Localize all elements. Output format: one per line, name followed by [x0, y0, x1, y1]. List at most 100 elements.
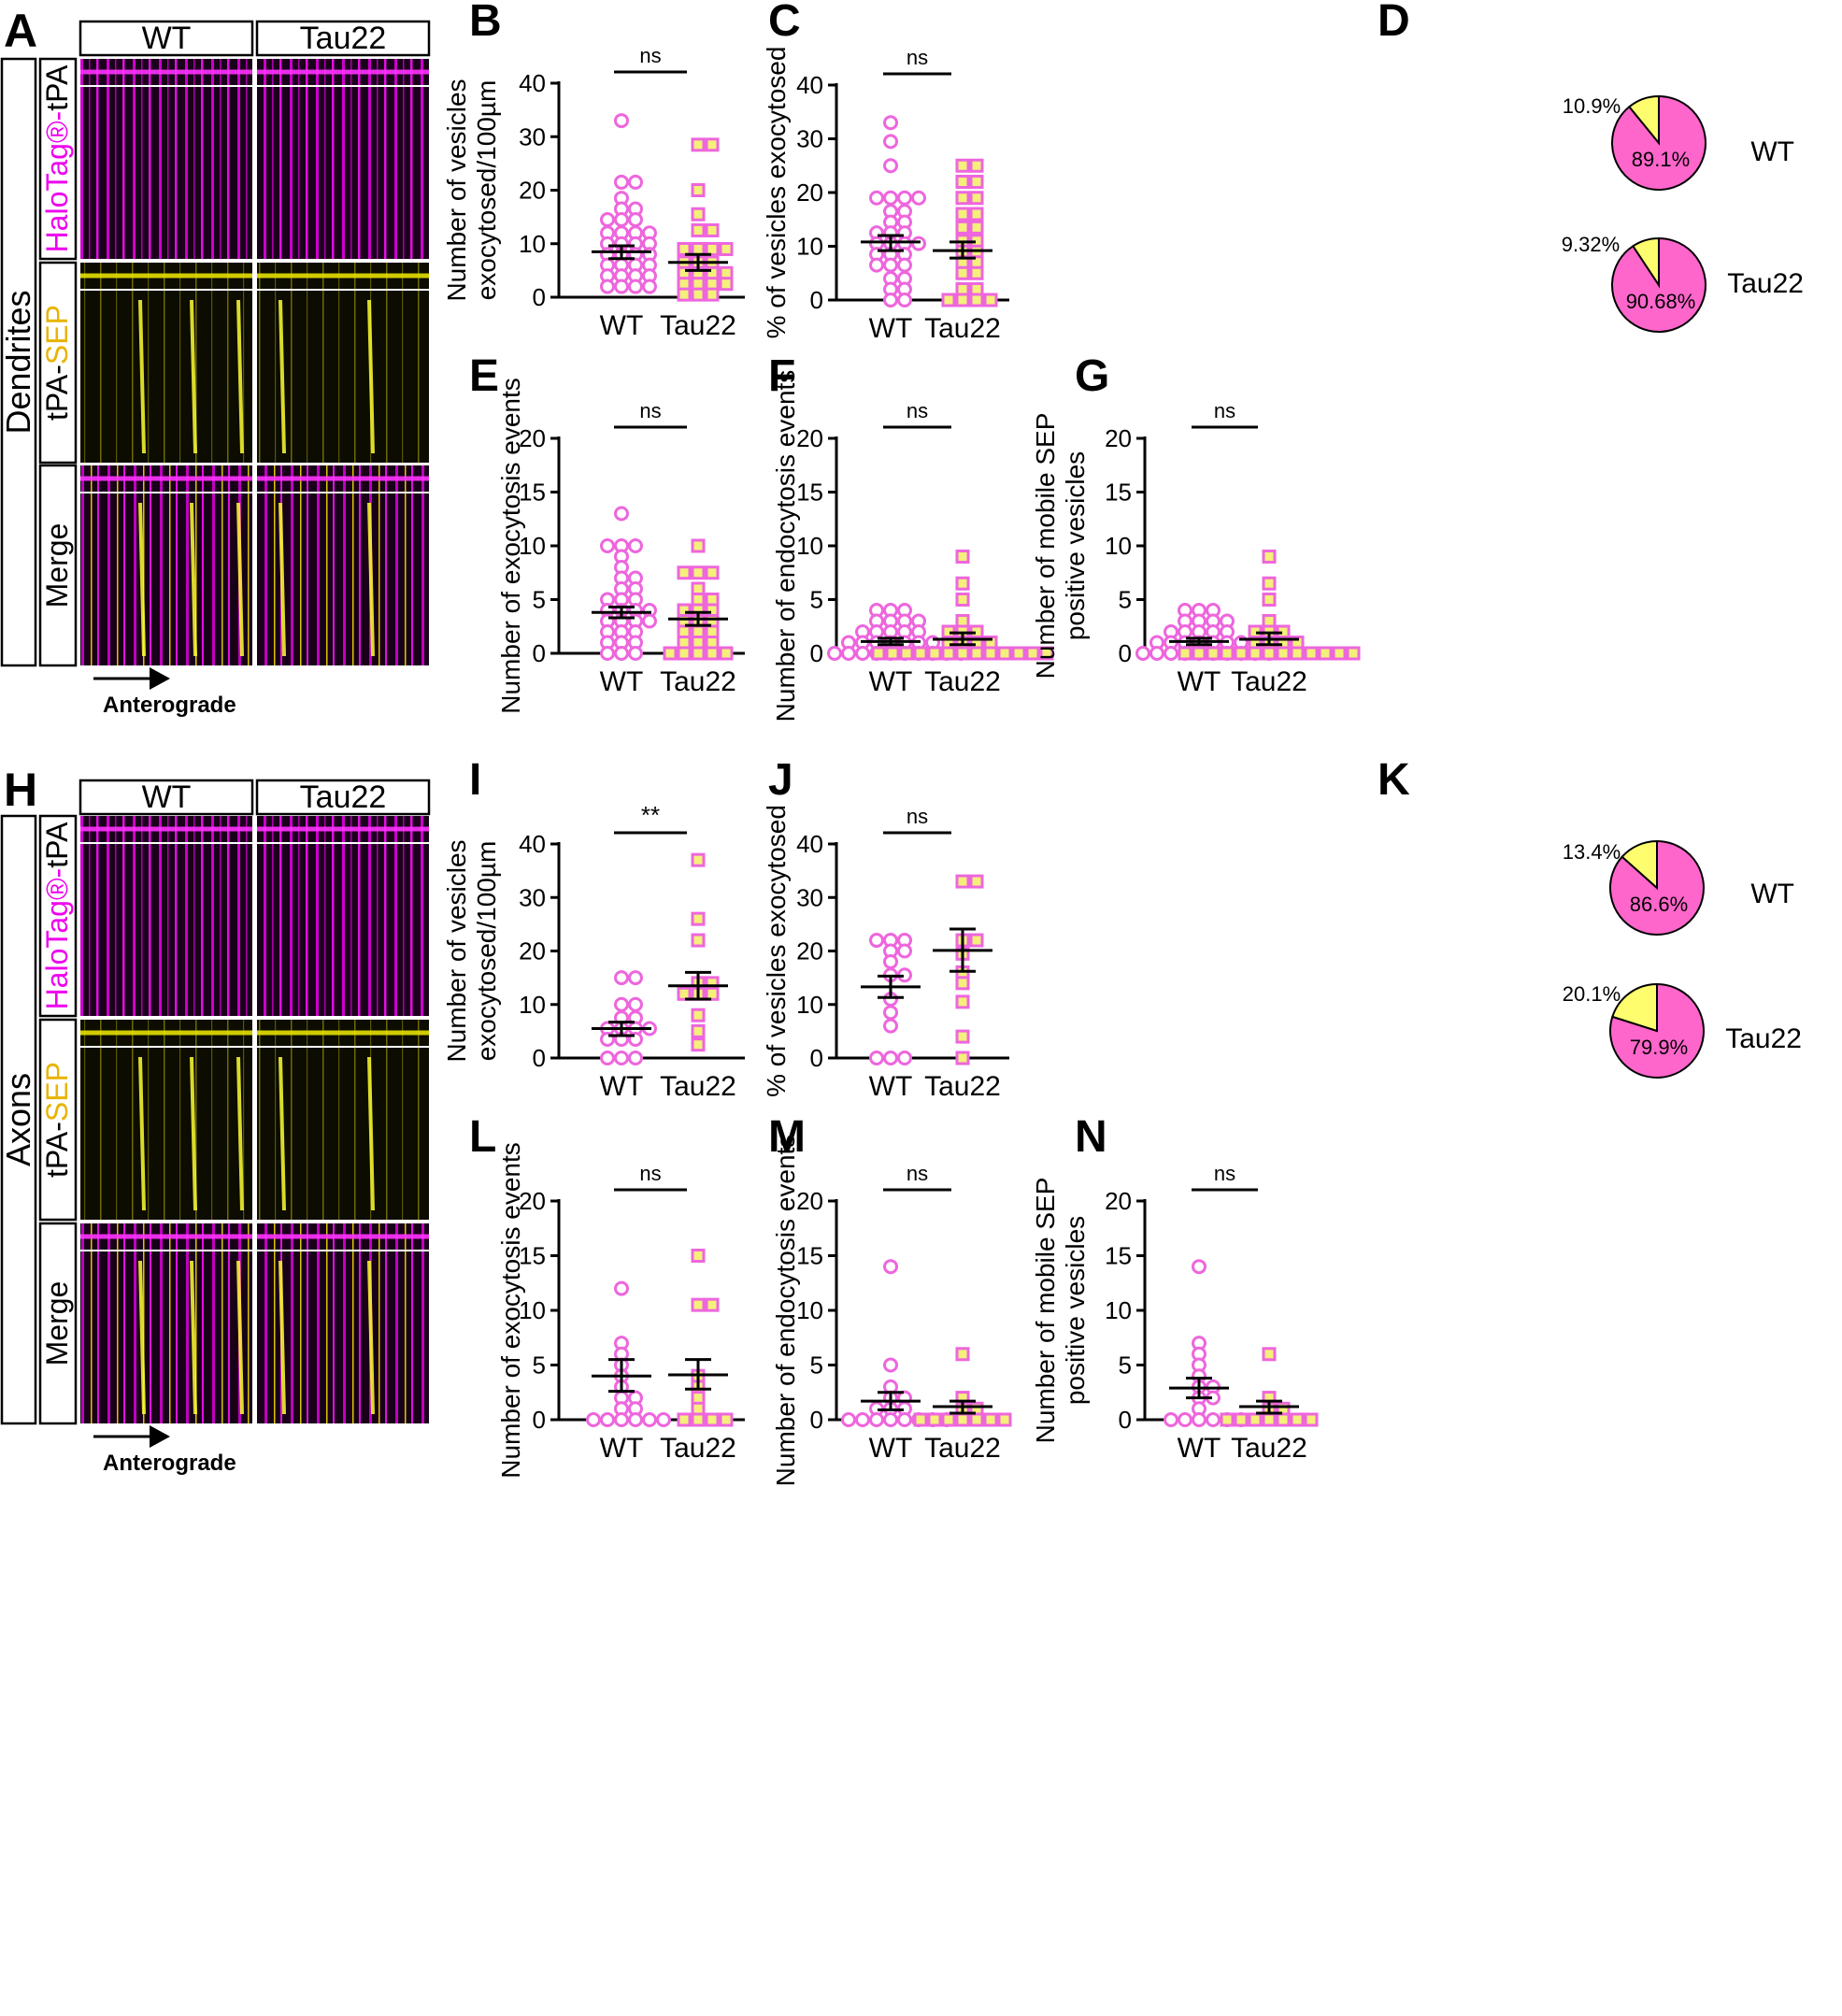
pie-label-minor: 13.4%: [1563, 840, 1621, 864]
data-point-wt: [1149, 646, 1164, 661]
data-point-tau22: [1304, 1412, 1319, 1427]
panel-letter: J: [768, 755, 793, 805]
kymograph-trace: [367, 299, 375, 454]
y-tick-label: 0: [533, 1406, 546, 1434]
data-point-tau22: [1262, 1347, 1277, 1362]
data-point-tau22: [1039, 646, 1054, 661]
data-point-tau22: [705, 565, 720, 580]
y-tick-label: 30: [519, 122, 546, 150]
y-tick-label: 20: [519, 937, 546, 965]
data-point-tau22: [913, 646, 928, 661]
kymograph-trace: [190, 1056, 197, 1211]
data-point-wt: [600, 279, 615, 294]
kymograph-trace: [138, 1260, 146, 1415]
panel-letter: M: [768, 1112, 806, 1162]
data-point-wt: [883, 190, 898, 206]
pie-label-major: 79.9%: [1630, 1036, 1688, 1059]
data-point-wt: [841, 646, 856, 661]
data-point-tau22: [691, 1297, 706, 1312]
panel-letter: E: [469, 351, 499, 401]
data-point-wt: [628, 1412, 643, 1427]
pie-label-minor: 9.32%: [1562, 233, 1620, 256]
channel-label-box: [38, 1222, 78, 1425]
data-point-tau22: [677, 646, 692, 661]
data-point-tau22: [705, 986, 720, 1001]
kymograph-trace: [236, 299, 244, 454]
data-point-wt: [883, 1005, 898, 1021]
y-axis-label-line: % of vesicles exocytosed: [762, 47, 791, 339]
significance-label: ns: [639, 1162, 661, 1185]
column-header-tau22: Tau22: [300, 779, 387, 815]
data-point-tau22: [969, 175, 984, 189]
section-label: Axons: [0, 1073, 37, 1166]
pie-group-label: WT: [1750, 136, 1794, 167]
data-point-wt: [628, 646, 643, 661]
panel-letter: I: [469, 755, 481, 805]
data-point-wt: [911, 190, 926, 206]
kymograph-image: [257, 87, 429, 259]
pie-group-label: WT: [1750, 879, 1794, 909]
y-tick-label: 10: [796, 532, 823, 560]
y-tick-label: 10: [796, 1296, 823, 1324]
data-point-wt: [614, 506, 629, 522]
data-point-wt: [1135, 646, 1150, 661]
data-point-tau22: [1276, 646, 1291, 661]
y-axis-label-line: positive vesicles: [1061, 451, 1090, 640]
y-tick-label: 40: [519, 830, 546, 858]
data-point-tau22: [871, 646, 886, 661]
data-point-wt: [869, 257, 884, 273]
y-tick-label: 40: [796, 71, 823, 99]
data-point-tau22: [955, 207, 970, 222]
data-point-tau22: [955, 976, 970, 991]
data-point-tau22: [691, 933, 706, 948]
x-tick-label: WT: [600, 1433, 644, 1464]
data-point-tau22: [955, 175, 970, 189]
kymograph-panel-a: A WT Tau22 Dendrites HaloTag®-tPA tPA-SEP Merg…: [0, 5, 431, 718]
y-axis-label-line: Number of endocytosis events: [771, 1135, 800, 1487]
data-point-tau22: [927, 1412, 942, 1427]
column-header-box: [79, 779, 254, 816]
data-point-tau22: [941, 293, 956, 307]
data-point-wt: [1164, 1412, 1178, 1427]
channel-label-box: [38, 57, 78, 261]
data-point-wt: [897, 293, 912, 307]
kymograph-trace: [138, 1056, 146, 1211]
data-point-wt: [1192, 1259, 1207, 1275]
data-point-tau22: [677, 241, 692, 256]
data-point-tau22: [899, 646, 914, 661]
data-point-tau22: [1276, 1412, 1291, 1427]
kymograph-image: [257, 291, 429, 463]
data-point-wt: [897, 1051, 912, 1065]
x-tick-label: Tau22: [924, 1071, 1001, 1102]
data-point-tau22: [1304, 646, 1319, 661]
y-axis-label: Number of exocytosis events: [496, 378, 525, 714]
y-tick-label: 20: [796, 937, 823, 965]
y-tick-label: 30: [519, 883, 546, 911]
y-tick-label: 0: [810, 639, 823, 667]
data-point-tau22: [691, 1391, 706, 1406]
data-point-tau22: [705, 287, 720, 302]
data-point-tau22: [677, 986, 692, 1001]
y-tick-label: 0: [533, 283, 546, 311]
y-axis-label: % of vesicles exocytosed: [762, 47, 791, 339]
y-axis-label: Number of vesiclesexocytosed/100µm: [442, 79, 501, 301]
y-axis-label-line: Number of vesicles: [442, 79, 471, 301]
x-tick-label: Tau22: [924, 1433, 1001, 1464]
data-point-wt: [1178, 1412, 1192, 1427]
data-point-tau22: [677, 287, 692, 302]
anterograde-arrow-head: [150, 667, 170, 690]
y-axis-label: Number of vesiclesexocytosed/100µm: [442, 839, 501, 1062]
y-axis-label-line: exocytosed/100µm: [472, 841, 501, 1062]
y-tick-label: 5: [533, 586, 546, 614]
data-point-tau22: [719, 277, 734, 292]
kymograph-image: [80, 291, 252, 463]
y-tick-label: 20: [1105, 424, 1132, 452]
data-point-wt: [883, 293, 898, 307]
data-point-wt: [897, 1412, 912, 1427]
data-point-wt: [614, 1051, 629, 1065]
data-point-tau22: [691, 137, 706, 152]
chart-panel-l: L 0 5 10 15 20 WT Tau22 Number of exocytosis eve…: [469, 1112, 745, 1479]
y-tick-label: 0: [810, 1406, 823, 1434]
panel-letter: N: [1075, 1112, 1107, 1162]
pie-label-minor: 20.1%: [1563, 982, 1621, 1006]
